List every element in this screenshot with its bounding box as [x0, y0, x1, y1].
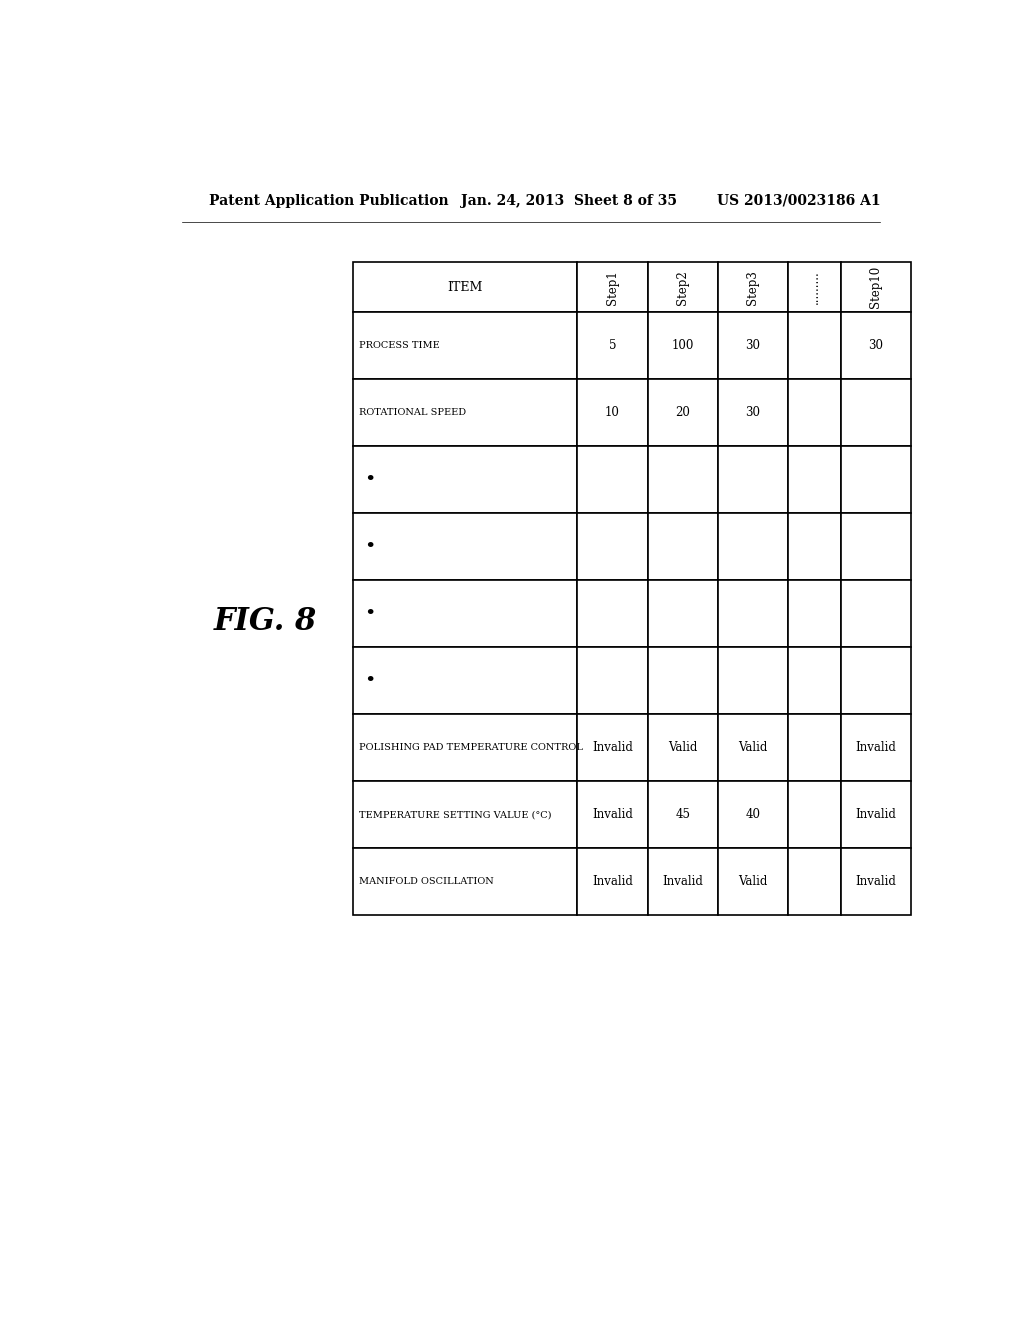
Bar — [718, 446, 787, 513]
Bar — [647, 313, 718, 379]
Bar — [787, 379, 841, 446]
Text: •: • — [365, 537, 376, 556]
Bar — [718, 581, 787, 647]
Text: 30: 30 — [868, 339, 883, 352]
Text: Patent Application Publication: Patent Application Publication — [209, 194, 449, 207]
Bar — [352, 513, 578, 581]
Bar — [647, 263, 718, 313]
Bar — [578, 513, 647, 581]
Text: 100: 100 — [672, 339, 694, 352]
Text: Invalid: Invalid — [855, 875, 896, 888]
Bar — [718, 263, 787, 313]
Bar — [718, 781, 787, 849]
Bar — [647, 379, 718, 446]
Bar — [841, 647, 910, 714]
Bar — [718, 513, 787, 581]
Bar — [352, 647, 578, 714]
Text: •: • — [365, 471, 376, 488]
Text: Step1: Step1 — [606, 271, 618, 305]
Bar — [787, 263, 841, 313]
Bar — [647, 781, 718, 849]
Text: PROCESS TIME: PROCESS TIME — [359, 342, 439, 350]
Bar — [841, 313, 910, 379]
Text: Invalid: Invalid — [592, 742, 633, 754]
Bar — [787, 446, 841, 513]
Bar — [647, 714, 718, 781]
Text: •: • — [365, 605, 376, 623]
Text: 30: 30 — [745, 339, 761, 352]
Text: Invalid: Invalid — [855, 808, 896, 821]
Bar — [718, 714, 787, 781]
Text: 30: 30 — [745, 407, 761, 420]
Text: POLISHING PAD TEMPERATURE CONTROL: POLISHING PAD TEMPERATURE CONTROL — [359, 743, 583, 752]
Text: 45: 45 — [675, 808, 690, 821]
Bar — [787, 513, 841, 581]
Bar — [718, 313, 787, 379]
Text: Jan. 24, 2013  Sheet 8 of 35: Jan. 24, 2013 Sheet 8 of 35 — [461, 194, 677, 207]
Bar — [841, 513, 910, 581]
Text: 10: 10 — [605, 407, 620, 420]
Bar — [841, 379, 910, 446]
Bar — [841, 581, 910, 647]
Bar — [647, 581, 718, 647]
Text: Invalid: Invalid — [592, 875, 633, 888]
Bar — [578, 263, 647, 313]
Text: Step10: Step10 — [869, 267, 882, 309]
Bar — [647, 513, 718, 581]
Bar — [718, 647, 787, 714]
Bar — [841, 446, 910, 513]
Bar — [352, 313, 578, 379]
Bar — [578, 446, 647, 513]
Bar — [578, 647, 647, 714]
Bar — [352, 379, 578, 446]
Text: Invalid: Invalid — [592, 808, 633, 821]
Bar — [352, 263, 578, 313]
Text: TEMPERATURE SETTING VALUE (°C): TEMPERATURE SETTING VALUE (°C) — [359, 810, 552, 820]
Bar — [718, 379, 787, 446]
Text: 5: 5 — [608, 339, 616, 352]
Bar — [787, 581, 841, 647]
Bar — [841, 714, 910, 781]
Text: Step3: Step3 — [746, 269, 760, 305]
Bar — [647, 446, 718, 513]
Bar — [352, 581, 578, 647]
Bar — [647, 849, 718, 915]
Text: ITEM: ITEM — [447, 281, 482, 294]
Text: Valid: Valid — [738, 875, 768, 888]
Text: Invalid: Invalid — [663, 875, 703, 888]
Bar — [578, 581, 647, 647]
Text: FIG. 8: FIG. 8 — [213, 606, 316, 638]
Bar — [578, 313, 647, 379]
Bar — [787, 714, 841, 781]
Bar — [578, 379, 647, 446]
Text: Valid: Valid — [668, 742, 697, 754]
Bar — [787, 781, 841, 849]
Bar — [578, 849, 647, 915]
Text: Valid: Valid — [738, 742, 768, 754]
Bar — [841, 781, 910, 849]
Bar — [352, 446, 578, 513]
Bar — [352, 714, 578, 781]
Bar — [578, 714, 647, 781]
Bar — [787, 849, 841, 915]
Bar — [352, 849, 578, 915]
Text: MANIFOLD OSCILLATION: MANIFOLD OSCILLATION — [359, 878, 494, 886]
Bar — [718, 849, 787, 915]
Bar — [578, 781, 647, 849]
Bar — [841, 263, 910, 313]
Text: •: • — [365, 672, 376, 690]
Text: 40: 40 — [745, 808, 761, 821]
Text: Step2: Step2 — [676, 271, 689, 305]
Bar — [787, 647, 841, 714]
Text: US 2013/0023186 A1: US 2013/0023186 A1 — [717, 194, 881, 207]
Bar — [787, 313, 841, 379]
Bar — [352, 781, 578, 849]
Bar — [647, 647, 718, 714]
Text: .........: ......... — [808, 271, 821, 304]
Bar — [841, 849, 910, 915]
Text: Invalid: Invalid — [855, 742, 896, 754]
Text: 20: 20 — [675, 407, 690, 420]
Text: ROTATIONAL SPEED: ROTATIONAL SPEED — [359, 408, 466, 417]
